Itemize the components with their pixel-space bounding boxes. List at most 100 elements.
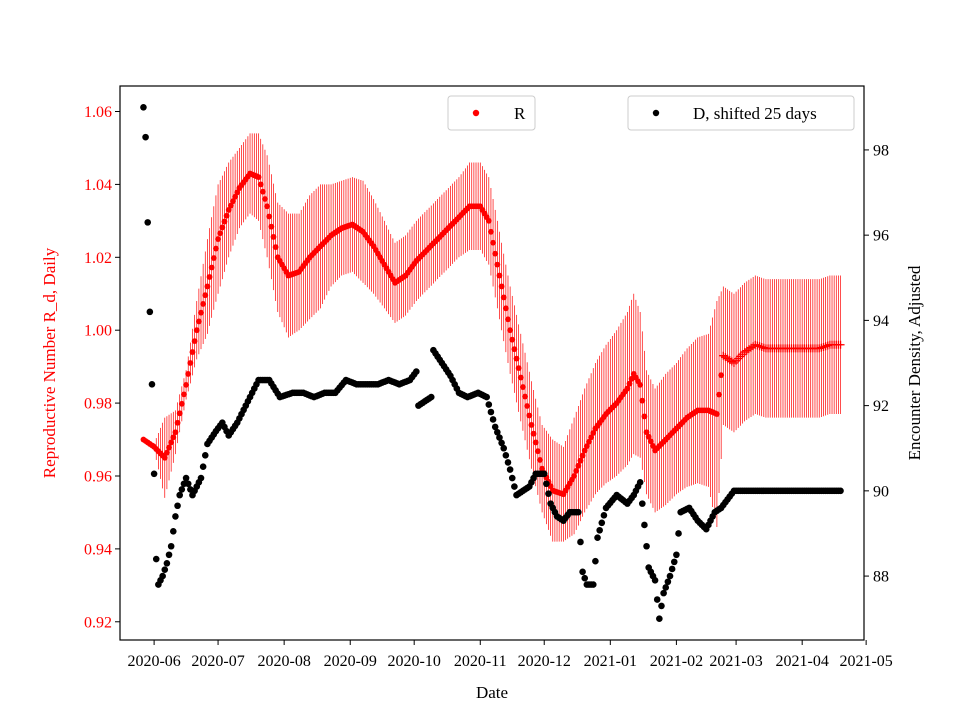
d-point — [152, 555, 160, 563]
r-point — [524, 403, 531, 409]
r-point — [191, 338, 198, 345]
r-point — [718, 372, 725, 379]
r-point — [624, 385, 631, 392]
d-point — [581, 574, 589, 582]
d-point — [169, 528, 177, 535]
d-point — [182, 474, 190, 482]
r-point — [163, 449, 170, 456]
d-point — [600, 512, 608, 519]
d-point — [651, 577, 659, 584]
r-point — [270, 233, 277, 240]
r-point — [232, 193, 239, 200]
d-point — [675, 530, 682, 537]
y-left-tick-label: 1.06 — [84, 104, 112, 121]
d-point — [485, 401, 493, 408]
r-point — [586, 438, 592, 445]
d-point — [140, 104, 147, 111]
y-left-tick-label: 1.02 — [84, 250, 112, 267]
legend-d-label: D, shifted 25 days — [693, 104, 817, 123]
d-point — [483, 393, 490, 401]
d-point — [577, 538, 584, 546]
r-point — [166, 444, 172, 451]
d-point — [201, 452, 209, 459]
r-point — [515, 365, 522, 372]
r-point — [204, 283, 211, 290]
x-tick-label: 2020-12 — [518, 653, 571, 670]
r-point — [215, 236, 221, 242]
y-left-tick-label: 0.92 — [84, 614, 112, 631]
y-right-tick-label: 98 — [873, 142, 889, 159]
d-point — [172, 513, 179, 520]
d-point — [660, 589, 667, 597]
r-point — [206, 274, 213, 280]
r-point — [255, 174, 262, 181]
x-tick-label: 2020-10 — [388, 653, 441, 670]
d-point — [594, 534, 601, 542]
r-point — [639, 397, 646, 404]
d-point — [148, 381, 156, 388]
r-point — [168, 439, 175, 446]
r-point — [520, 384, 526, 390]
legend-d: D, shifted 25 days — [627, 95, 855, 131]
r-point — [225, 207, 232, 213]
y-right-tick-label: 94 — [873, 313, 889, 330]
x-axis-label: Date — [476, 683, 508, 702]
d-point — [494, 428, 501, 436]
r-point — [714, 411, 720, 417]
r-point — [513, 355, 520, 362]
r-point — [641, 413, 648, 420]
r-point — [492, 250, 499, 257]
x-tick-label: 2020-11 — [454, 653, 507, 670]
series-r — [140, 170, 845, 498]
r-point — [172, 429, 179, 436]
r-point — [494, 261, 501, 268]
d-point — [579, 568, 586, 576]
r-point — [195, 318, 202, 325]
r-point — [178, 400, 185, 407]
r-point — [223, 212, 230, 219]
d-point — [163, 559, 171, 567]
d-point — [496, 434, 503, 441]
d-point — [506, 466, 514, 473]
x-tick-label: 2021-02 — [650, 653, 703, 670]
d-point — [174, 502, 181, 510]
r-point — [650, 443, 656, 449]
y-axis-right: 88 90 92 94 96 98 — [864, 142, 889, 586]
d-point — [589, 581, 597, 588]
r-point — [490, 239, 496, 246]
r-point — [187, 360, 194, 366]
r-point — [221, 218, 228, 225]
r-point — [509, 336, 516, 343]
d-point — [142, 133, 149, 141]
r-point — [571, 473, 577, 479]
d-point — [146, 308, 154, 316]
r-point — [716, 391, 722, 398]
r-point — [575, 462, 582, 469]
d-point — [184, 480, 192, 488]
r-point — [219, 224, 226, 231]
d-point — [161, 566, 169, 573]
x-tick-label: 2021-01 — [584, 653, 637, 670]
x-axis: 2020-06 2020-07 2020-08 2020-09 2020-10 2020-… — [127, 640, 893, 670]
y-left-tick-label: 1.04 — [84, 177, 112, 194]
d-point — [489, 416, 497, 423]
legend-r-box — [447, 95, 536, 131]
y-left-tick-label: 0.98 — [84, 396, 112, 413]
r-point — [189, 349, 196, 355]
r-point — [526, 412, 533, 419]
r-point — [537, 457, 543, 463]
d-point — [653, 596, 661, 603]
d-point — [427, 393, 435, 401]
d-point — [159, 572, 166, 580]
legend-r: R — [447, 95, 536, 131]
r-point — [259, 188, 266, 195]
r-point — [577, 457, 584, 464]
r-point — [539, 465, 545, 472]
x-tick-label: 2020-09 — [324, 653, 377, 670]
d-point — [545, 490, 552, 497]
r-point — [170, 434, 177, 441]
y-left-tick-label: 0.94 — [84, 541, 112, 558]
r-point — [647, 438, 654, 445]
r-point — [517, 374, 524, 381]
